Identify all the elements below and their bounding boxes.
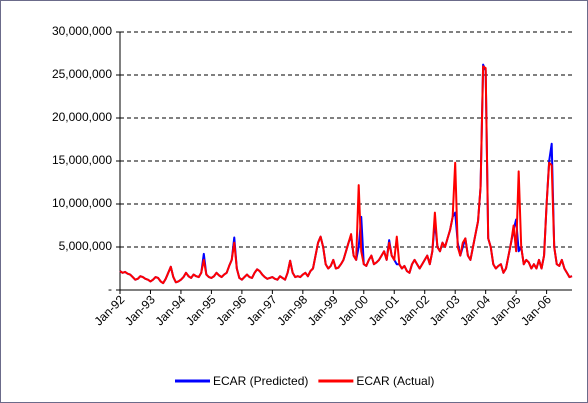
y-tick-label: 25,000,000 <box>52 67 112 81</box>
y-tick-label: 15,000,000 <box>52 153 112 167</box>
y-tick-label: - <box>108 282 112 296</box>
y-tick-label: 10,000,000 <box>52 196 112 210</box>
legend-label: ECAR (Actual) <box>356 374 434 388</box>
series-line <box>119 65 573 285</box>
y-tick-label: 5,000,000 <box>59 239 113 253</box>
y-tick-label: 20,000,000 <box>52 110 112 124</box>
legend-label: ECAR (Predicted) <box>213 374 308 388</box>
y-tick-label: 30,000,000 <box>52 24 112 38</box>
